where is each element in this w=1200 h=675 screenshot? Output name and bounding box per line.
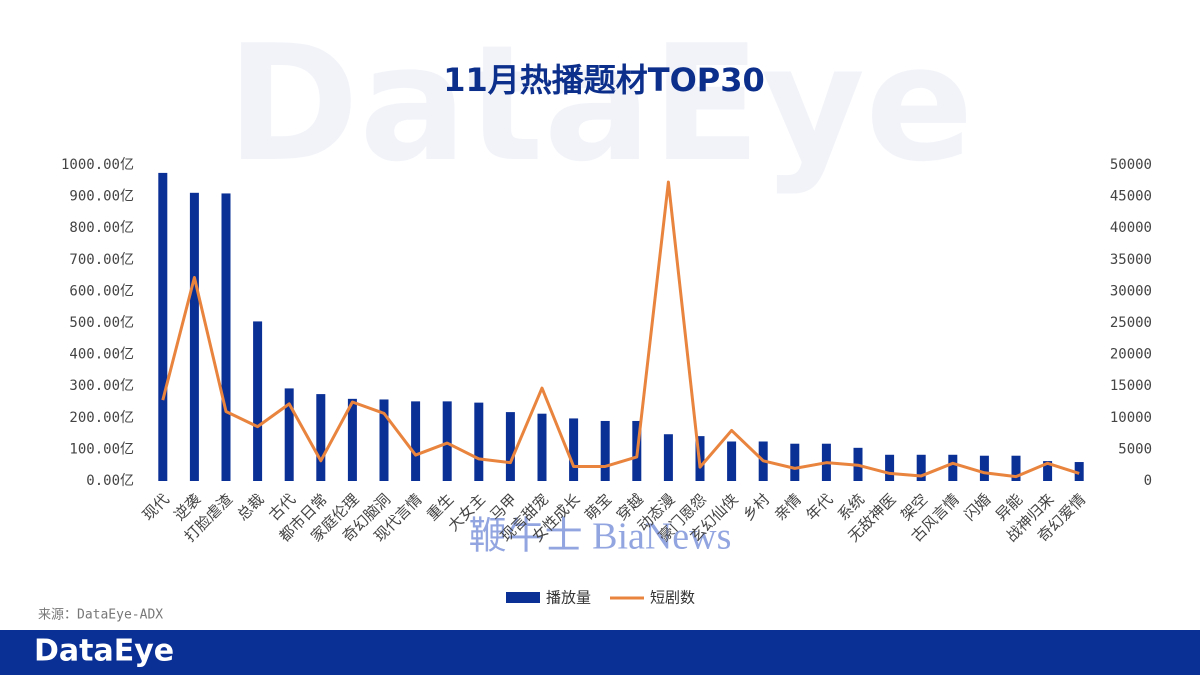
bar: [790, 443, 800, 481]
y2-tick-label: 50000: [1110, 157, 1152, 173]
bar: [885, 454, 895, 481]
line: [161, 180, 1080, 479]
bar: [474, 402, 484, 481]
y2-tick-label: 5000: [1118, 441, 1152, 457]
bar: [284, 388, 294, 481]
source: 来源：DataEye-ADX: [38, 608, 163, 623]
y-tick-label: 200.00亿: [69, 410, 134, 426]
bar: [727, 441, 737, 481]
bar: [158, 172, 168, 481]
bar: [1011, 455, 1021, 481]
bar: [979, 455, 989, 481]
y2-tick-label: 20000: [1110, 347, 1152, 363]
bar: [663, 434, 673, 481]
bar: [189, 192, 199, 482]
brand-logo: DataEye: [34, 634, 174, 669]
y2-tick-label: 30000: [1110, 283, 1152, 299]
y2-tick-label: 40000: [1110, 220, 1152, 236]
bar: [537, 413, 547, 481]
bar: [316, 394, 326, 481]
x-tick-label: 现代: [139, 490, 173, 524]
y-tick-label: 100.00亿: [69, 441, 134, 457]
bar: [1043, 461, 1053, 481]
y-tick-label: 700.00亿: [69, 252, 134, 268]
footer-bar: [0, 630, 1200, 675]
bar: [916, 454, 926, 481]
watermark: 鞭牛士 BiaNews: [469, 516, 732, 558]
chart-title: 11月热播题材TOP30: [443, 61, 765, 99]
bar: [600, 420, 610, 481]
y-tick-label: 1000.00亿: [61, 157, 134, 173]
bar: [253, 321, 263, 481]
y2-tick-label: 15000: [1110, 378, 1152, 394]
bar: [505, 412, 515, 481]
x-tick-label: 年代: [802, 490, 836, 524]
watermark: DataEye: [226, 10, 973, 197]
legend-label: 播放量: [546, 589, 591, 607]
bar: [411, 401, 421, 481]
bar: [347, 398, 357, 481]
bar: [379, 399, 389, 481]
y-tick-label: 300.00亿: [69, 378, 134, 394]
y2-tick-label: 0: [1144, 473, 1152, 489]
x-tick-label: 乡村: [739, 490, 773, 524]
y2-tick-label: 35000: [1110, 252, 1152, 268]
y-tick-label: 400.00亿: [69, 347, 134, 363]
y2-tick-label: 10000: [1110, 410, 1152, 426]
y-tick-label: 0.00亿: [86, 473, 134, 489]
x-tick-label: 总裁: [234, 490, 268, 524]
y-tick-label: 500.00亿: [69, 315, 134, 331]
y-tick-label: 800.00亿: [69, 220, 134, 236]
bar: [569, 418, 579, 481]
bar: [221, 193, 231, 481]
y-tick-label: 600.00亿: [69, 283, 134, 299]
bar: [442, 401, 452, 481]
y2-tick-label: 25000: [1110, 315, 1152, 331]
legend-label: 短剧数: [650, 589, 695, 607]
legend-swatch: [506, 592, 540, 603]
y2-tick-label: 45000: [1110, 189, 1152, 205]
y-tick-label: 900.00亿: [69, 189, 134, 205]
x-tick-label: 亲情: [771, 490, 805, 524]
bar: [948, 454, 958, 481]
x-tick-label: 闪婚: [960, 490, 994, 524]
bar: [1074, 462, 1084, 481]
